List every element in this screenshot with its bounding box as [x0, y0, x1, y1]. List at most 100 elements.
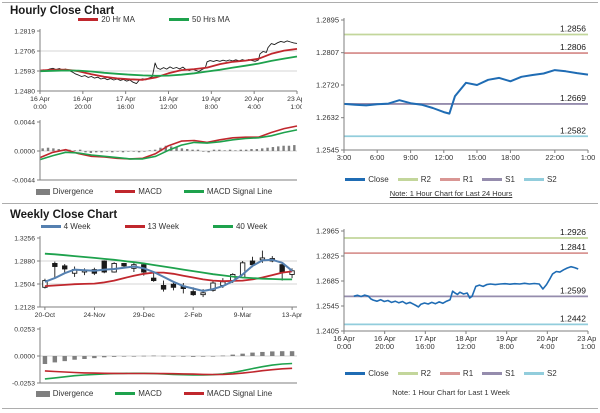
legend-swatch: [35, 188, 50, 195]
svg-text:20:00: 20:00: [74, 104, 91, 111]
legend-swatch: [212, 225, 233, 228]
legend-swatch: [35, 390, 50, 397]
svg-text:1.2669: 1.2669: [560, 93, 586, 103]
legend-swatch: [183, 392, 204, 395]
legend-item: R1: [439, 175, 473, 184]
svg-text:16 Apr: 16 Apr: [333, 334, 355, 343]
svg-text:1.2405: 1.2405: [316, 327, 339, 336]
legend-item: Close: [345, 369, 389, 378]
weekly-ma-legend: 4 Week 13 Week 40 Week: [6, 222, 302, 231]
svg-text:1.2720: 1.2720: [316, 81, 339, 90]
legend-label: S2: [546, 175, 557, 184]
legend-item: S2: [523, 175, 557, 184]
svg-text:1.2807: 1.2807: [316, 48, 339, 57]
legend-label: MACD Signal Line: [206, 389, 273, 398]
legend-swatch: [115, 392, 136, 395]
divider-top: [2, 2, 598, 3]
svg-text:15:00: 15:00: [468, 153, 487, 162]
svg-text:6:00: 6:00: [370, 153, 385, 162]
weekly-section-title: Weekly Close Chart: [10, 209, 118, 221]
legend-swatch: [439, 372, 460, 375]
svg-text:29-Dec: 29-Dec: [133, 312, 156, 319]
svg-text:0.0253: 0.0253: [14, 327, 35, 334]
weekly-pivot-legend: Close R2 R1 S1 S2: [306, 369, 596, 378]
svg-text:1.2806: 1.2806: [560, 42, 586, 52]
legend-item: S1: [482, 369, 515, 378]
svg-text:1.2685: 1.2685: [316, 277, 339, 286]
legend-item: MACD: [115, 187, 162, 196]
legend-swatch: [40, 225, 61, 228]
svg-text:1.2582: 1.2582: [560, 125, 586, 135]
legend-label: S1: [505, 369, 515, 378]
svg-text:20 Apr: 20 Apr: [244, 96, 264, 103]
svg-text:20-Oct: 20-Oct: [35, 312, 56, 319]
legend-label: Close: [368, 175, 389, 184]
hourly-pivot-note: Note: 1 Hour Chart for Last 24 Hours: [389, 189, 513, 198]
svg-text:1.2593: 1.2593: [14, 69, 35, 76]
svg-text:1.2442: 1.2442: [560, 313, 586, 323]
legend-item: 50 Hrs MA: [169, 15, 230, 24]
legend-label: MACD: [138, 187, 162, 196]
legend-item: 4 Week: [40, 222, 91, 231]
svg-text:1.2504: 1.2504: [14, 282, 35, 289]
legend-swatch: [397, 372, 418, 375]
svg-text:0.0000: 0.0000: [14, 354, 35, 361]
svg-text:1.2545: 1.2545: [316, 146, 339, 155]
svg-text:1:00: 1:00: [581, 342, 596, 351]
svg-text:13-Apr: 13-Apr: [282, 312, 302, 319]
legend-label: R1: [462, 369, 474, 378]
svg-text:16 Apr: 16 Apr: [73, 96, 93, 103]
svg-text:-0.0044: -0.0044: [12, 178, 35, 185]
svg-text:19 Apr: 19 Apr: [496, 334, 518, 343]
legend-swatch: [124, 225, 145, 228]
legend-item: Divergence: [35, 389, 93, 398]
svg-text:1.2545: 1.2545: [316, 302, 339, 311]
svg-text:12:00: 12:00: [457, 342, 476, 351]
weekly-macd-chart: 0.0253 0.0000 -0.0253: [6, 326, 302, 388]
svg-text:20 Apr: 20 Apr: [536, 334, 558, 343]
legend-item: Divergence: [35, 187, 93, 196]
svg-text:0.0044: 0.0044: [14, 120, 35, 127]
svg-text:16:00: 16:00: [117, 104, 134, 111]
svg-text:1.2856: 1.2856: [560, 23, 586, 33]
hourly-close-chart: 1.2819 1.2706 1.2593 1.2480 16 Apr 0:00 16 Apr…: [6, 27, 307, 115]
svg-text:1.2880: 1.2880: [14, 259, 35, 266]
svg-text:17 Apr: 17 Apr: [116, 96, 136, 103]
svg-text:4:00: 4:00: [540, 342, 555, 351]
svg-text:1.2632: 1.2632: [316, 113, 339, 122]
legend-item: S1: [482, 175, 515, 184]
legend-item: MACD Signal Line: [183, 389, 273, 398]
weekly-macd-legend: Divergence MACD MACD Signal Line: [6, 389, 302, 398]
hourly-pivot-chart: 1.2856 1.2806 1.2669 1.2582 1.2895 1.2807 1.27…: [306, 14, 596, 164]
legend-label: 13 Week: [147, 222, 179, 231]
legend-swatch: [183, 190, 204, 193]
legend-label: 50 Hrs MA: [192, 15, 230, 24]
svg-text:8:00: 8:00: [499, 342, 514, 351]
legend-label: 20 Hr MA: [101, 15, 135, 24]
legend-swatch: [482, 372, 503, 375]
legend-swatch: [345, 178, 366, 181]
svg-text:1.2895: 1.2895: [316, 16, 339, 25]
svg-text:1.3256: 1.3256: [14, 236, 35, 243]
legend-label: 40 Week: [235, 222, 268, 231]
legend-item: R2: [397, 369, 431, 378]
legend-swatch: [115, 190, 136, 193]
legend-label: R2: [420, 175, 431, 184]
svg-text:1.2599: 1.2599: [560, 285, 586, 295]
legend-swatch: [169, 18, 189, 21]
svg-text:16 Apr: 16 Apr: [374, 334, 396, 343]
svg-text:3:00: 3:00: [337, 153, 352, 162]
hourly-ma-legend: 20 Hr MA 50 Hrs MA: [6, 15, 302, 24]
svg-text:1:00: 1:00: [290, 104, 302, 111]
svg-text:1:00: 1:00: [581, 153, 596, 162]
legend-swatch: [397, 178, 418, 181]
svg-text:20:00: 20:00: [375, 342, 394, 351]
hourly-pivot-legend: Close R2 R1 S1 S2: [306, 175, 596, 184]
divider-middle: [2, 203, 598, 204]
svg-text:23 Apr: 23 Apr: [577, 334, 596, 343]
svg-text:4:00: 4:00: [248, 104, 261, 111]
svg-text:9:00: 9:00: [403, 153, 418, 162]
hourly-macd-chart: 0.0044 0.0000 -0.0044: [6, 118, 302, 185]
divider-bottom: [2, 408, 598, 409]
